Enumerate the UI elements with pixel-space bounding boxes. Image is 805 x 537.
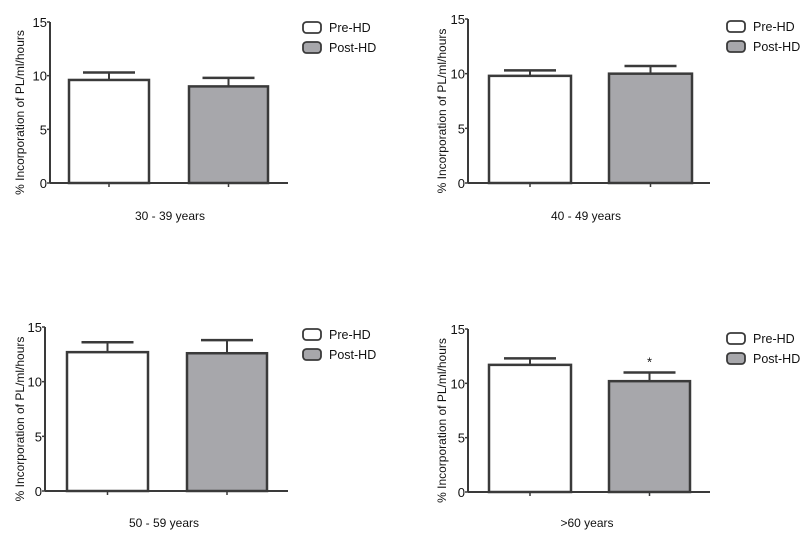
y-tick-label: 5: [40, 122, 47, 137]
chart-panel-3: % Incorporation of PL/ml/hours 0 5 10 15 50 -…: [13, 320, 376, 530]
y-tick-label: 0: [458, 176, 465, 191]
y-axis-label: % Incorporation of PL/ml/hours: [13, 30, 27, 195]
legend-swatch-pre-hd: [302, 328, 322, 341]
legend-label: Pre-HD: [329, 21, 371, 35]
legend-label: Post-HD: [329, 348, 376, 362]
x-axis-label: 40 - 49 years: [551, 209, 621, 223]
chart-panel-2: % Incorporation of PL/ml/hours 0 5 10 15 40 -…: [435, 12, 800, 223]
y-tick-label: 10: [28, 375, 42, 390]
bar-post-hd: [187, 85, 270, 185]
legend-swatch-post-hd: [726, 352, 746, 365]
bar-pre-hd: [67, 78, 151, 185]
y-tick-label: 10: [451, 67, 465, 82]
y-tick-label: 10: [451, 376, 465, 391]
y-tick-label: 15: [451, 12, 465, 27]
y-tick-label: 5: [458, 121, 465, 136]
significance-marker: *: [647, 354, 652, 369]
bar-post-hd: [607, 72, 694, 185]
y-tick-label: 0: [35, 484, 42, 499]
legend-label: Post-HD: [329, 41, 376, 55]
y-axis-label: % Incorporation of PL/ml/hours: [435, 338, 449, 503]
bar-pre-hd: [65, 350, 150, 493]
legend-swatch-pre-hd: [726, 20, 746, 33]
bar-pre-hd: [487, 363, 573, 494]
legend-swatch-post-hd: [726, 40, 746, 53]
legend-swatch-post-hd: [302, 41, 322, 54]
legend-swatch-post-hd: [302, 348, 322, 361]
y-tick-label: 10: [33, 69, 47, 84]
y-tick-label: 5: [35, 429, 42, 444]
y-tick-label: 15: [28, 320, 42, 335]
legend-label: Post-HD: [753, 40, 800, 54]
x-axis-label: >60 years: [560, 516, 613, 530]
bar-post-hd: [607, 379, 692, 494]
y-axis-label: % Incorporation of PL/ml/hours: [435, 29, 449, 194]
y-tick-label: 0: [40, 176, 47, 191]
chart-panel-1: % Incorporation of PL/ml/hours 0 5 10 15 30 -…: [13, 15, 376, 223]
legend-label: Post-HD: [753, 352, 800, 366]
legend-label: Pre-HD: [753, 20, 795, 34]
y-tick-label: 5: [458, 431, 465, 446]
x-axis-label: 50 - 59 years: [129, 516, 199, 530]
chart-panel-4: % Incorporation of PL/ml/hours * 0 5 10 15 >60…: [435, 322, 800, 530]
bar-pre-hd: [487, 74, 573, 185]
y-tick-label: 15: [33, 15, 47, 30]
y-tick-label: 15: [451, 322, 465, 337]
legend-label: Pre-HD: [753, 332, 795, 346]
y-tick-label: 0: [458, 485, 465, 500]
legend-swatch-pre-hd: [302, 21, 322, 34]
legend-swatch-pre-hd: [726, 332, 746, 345]
legend-label: Pre-HD: [329, 328, 371, 342]
x-axis-label: 30 - 39 years: [135, 209, 205, 223]
bar-post-hd: [185, 351, 269, 493]
y-axis-label: % Incorporation of PL/ml/hours: [13, 337, 27, 502]
